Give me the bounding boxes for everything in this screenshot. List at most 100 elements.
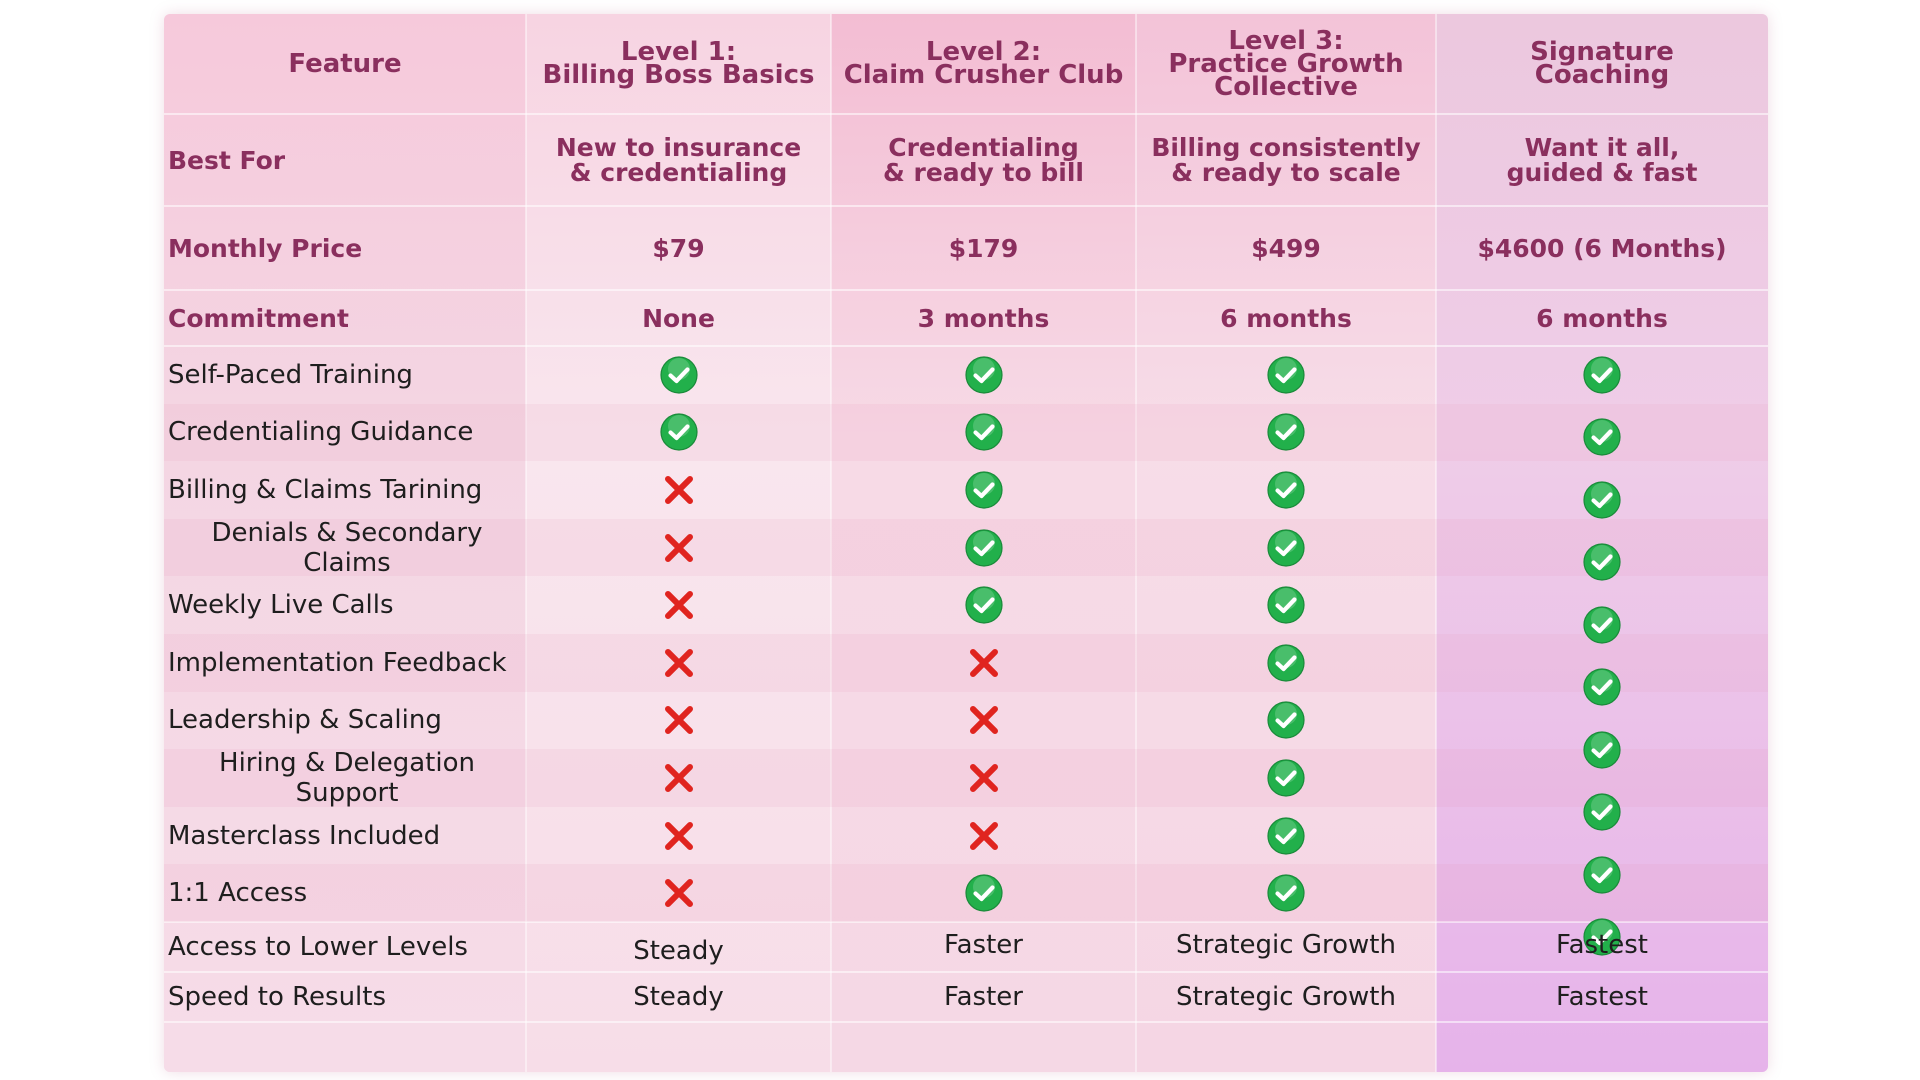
feature-cell (1436, 534, 1768, 592)
feature-label: Masterclass Included (168, 820, 441, 851)
row-divider (164, 971, 1768, 973)
best-for-signature: Want it all, guided & fast (1506, 133, 1698, 187)
feature-cell (1136, 404, 1436, 462)
commitment-level2: 3 months (917, 303, 1050, 333)
feature-cell (831, 346, 1136, 404)
check-circle-icon (1583, 481, 1621, 519)
feature-cell (526, 519, 831, 577)
check-circle-icon (1583, 668, 1621, 706)
column-divider (525, 14, 527, 1072)
feature-cell (526, 634, 831, 692)
feature-cell (1136, 807, 1436, 865)
cross-icon (664, 879, 693, 908)
cross-icon (664, 591, 693, 620)
row-shade (164, 749, 1768, 807)
cross-icon (664, 821, 693, 850)
feature-label: Leadership & Scaling (168, 705, 442, 736)
check-circle-icon (1267, 528, 1305, 567)
feature-cell (831, 807, 1136, 865)
feature-cell (526, 576, 831, 634)
cross-icon (664, 763, 693, 792)
best-for-label: Best For (168, 145, 286, 175)
best-for-level1: New to insurance & credentialing (555, 133, 802, 187)
pricing-comparison-table: Feature Level 1: Billing Boss Basics Leve… (164, 14, 1768, 1072)
feature-cell (526, 749, 831, 807)
row-divider (164, 289, 1768, 291)
commitment-level3: 6 months (1220, 303, 1352, 333)
feature-label: Denials & Secondary Claims (211, 517, 483, 578)
feature-cell (831, 519, 1136, 577)
cross-icon (969, 763, 998, 792)
speed-level1: Steady (633, 982, 724, 1012)
feature-column-bg (164, 14, 526, 1072)
row-divider (164, 113, 1768, 115)
check-circle-icon (964, 471, 1003, 509)
cross-icon (664, 648, 693, 677)
check-circle-icon (1267, 701, 1305, 739)
check-circle-icon (1267, 471, 1305, 509)
feature-cell (526, 864, 831, 922)
check-circle-icon (1267, 759, 1305, 797)
feature-cell (1436, 846, 1768, 904)
signature-column-bg (1436, 14, 1768, 1072)
feature-cell (1436, 409, 1768, 467)
access-lower-level1: Steady (633, 936, 724, 966)
cross-icon (969, 648, 998, 677)
check-circle-icon (1583, 856, 1621, 894)
check-circle-icon (1267, 356, 1305, 394)
feature-cell (526, 807, 831, 865)
check-circle-icon (659, 356, 698, 394)
feature-cell (1436, 596, 1768, 654)
column-divider (830, 14, 832, 1072)
access-lower-label: Access to Lower Levels (168, 932, 468, 962)
feature-cell (1436, 471, 1768, 529)
commitment-label: Commitment (168, 303, 349, 333)
cross-icon (969, 821, 998, 850)
access-lower-level3: Strategic Growth (1176, 930, 1396, 960)
feature-cell (1436, 721, 1768, 779)
check-circle-icon (964, 356, 1003, 394)
cross-icon (969, 706, 998, 735)
feature-cell (831, 576, 1136, 634)
feature-cell (1136, 749, 1436, 807)
header-level3: Level 3: Practice Growth Collective (1168, 25, 1404, 102)
price-level1: $79 (652, 233, 705, 263)
check-circle-icon (1583, 918, 1621, 956)
feature-cell (831, 749, 1136, 807)
header-signature: Signature Coaching (1530, 37, 1674, 90)
check-circle-icon (1583, 793, 1621, 831)
check-circle-icon (1267, 874, 1305, 912)
row-divider (164, 345, 1768, 347)
check-circle-icon (964, 874, 1003, 912)
feature-cell (1436, 659, 1768, 717)
feature-cell (831, 864, 1136, 922)
check-circle-icon (1267, 586, 1305, 624)
price-signature: $4600 (6 Months) (1477, 233, 1727, 263)
speed-label: Speed to Results (168, 982, 387, 1012)
feature-cell (526, 346, 831, 404)
speed-level2: Faster (944, 982, 1023, 1012)
header-level2: Level 2: Claim Crusher Club (843, 37, 1124, 90)
speed-signature: Fastest (1556, 982, 1648, 1012)
feature-label: Self-Paced Training (168, 359, 413, 390)
commitment-signature: 6 months (1536, 303, 1668, 333)
check-circle-icon (964, 413, 1003, 451)
feature-cell (1136, 634, 1436, 692)
feature-cell (1136, 864, 1436, 922)
feature-cell (1136, 346, 1436, 404)
best-for-level2: Credentialing & ready to bill (883, 133, 1084, 187)
cross-icon (664, 706, 693, 735)
row-shade (164, 634, 1768, 692)
access-lower-level2: Faster (944, 930, 1023, 960)
header-level1: Level 1: Billing Boss Basics (542, 37, 815, 90)
feature-cell (1136, 461, 1436, 519)
access-lower-signature: Fastest (1556, 930, 1648, 960)
commitment-level1: None (642, 303, 715, 333)
cross-icon (664, 533, 693, 562)
feature-label: Implementation Feedback (168, 647, 507, 678)
feature-label: 1:1 Access (168, 878, 308, 909)
best-for-level3: Billing consistently & ready to scale (1151, 133, 1421, 187)
check-circle-icon (964, 586, 1003, 624)
feature-label: Credentialing Guidance (168, 417, 474, 448)
feature-cell (1136, 519, 1436, 577)
